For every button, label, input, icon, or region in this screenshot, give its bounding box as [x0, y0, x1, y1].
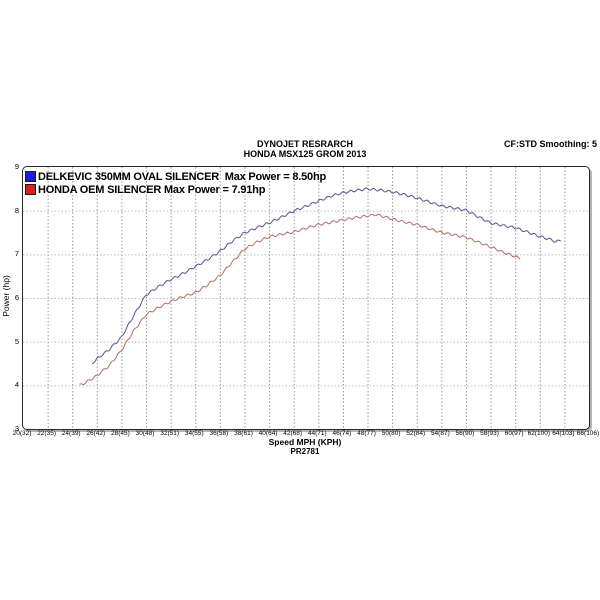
x-tick-label: 58(93): [480, 430, 499, 437]
x-tick-label: 42(68): [283, 430, 303, 437]
x-tick-label: 22(35): [37, 430, 56, 437]
plot-svg: [23, 167, 589, 429]
legend-item: DELKEVIC 350MM OVAL SILENCER Max Power =…: [25, 170, 326, 183]
y-tick-label: 3: [14, 424, 19, 433]
y-tick-label: 5: [14, 336, 19, 346]
x-tick-label: 44(71): [307, 430, 327, 437]
y-tick-label: 6: [14, 293, 19, 302]
legend-label: DELKEVIC 350MM OVAL SILENCER Max Power =…: [38, 170, 326, 183]
legend-swatch-icon: [25, 184, 36, 195]
x-tick-label: 24(39): [61, 430, 81, 437]
x-tick-label: 40(64): [258, 430, 278, 437]
y-tick-label: 7: [14, 249, 19, 259]
smoothing-label: CF:STD Smoothing: 5: [504, 139, 597, 149]
x-tick-label: 36(58): [209, 430, 229, 437]
plot-area: DELKEVIC 350MM OVAL SILENCER Max Power =…: [22, 166, 590, 430]
x-axis-title: Speed MPH (KPH): [268, 437, 342, 447]
curve-honda-oem-silencer: [79, 213, 521, 386]
x-tick-label: 46(74): [332, 430, 352, 437]
x-tick-label: 52(84): [406, 430, 426, 437]
y-tick-label: 4: [14, 380, 19, 390]
x-tick-label: 28(45): [111, 430, 130, 437]
x-tick-label: 62(100): [527, 430, 550, 437]
x-tick-label: 26(42): [86, 430, 106, 437]
x-tick-label: 64(103): [552, 430, 575, 437]
chart-subtitle: HONDA MSX125 GROM 2013: [243, 149, 367, 159]
x-tick-label: 30(48): [135, 430, 155, 437]
y-tick-label: 8: [14, 205, 19, 215]
x-tick-label: 66(106): [576, 430, 600, 437]
run-id-label: PR2781: [290, 447, 320, 456]
x-tick-label: 60(97): [504, 430, 524, 437]
legend-swatch-icon: [25, 171, 36, 182]
x-tick-label: 34(55): [184, 430, 204, 437]
legend-label: HONDA OEM SILENCER Max Power = 7.91hp: [38, 183, 266, 196]
legend: DELKEVIC 350MM OVAL SILENCER Max Power =…: [25, 170, 326, 196]
chart-title: DYNOJET RESRARCH: [256, 139, 353, 149]
legend-item: HONDA OEM SILENCER Max Power = 7.91hp: [25, 183, 326, 196]
curve-delkevic-350mm-oval-silencer: [91, 187, 561, 364]
y-tick-label: 9: [14, 162, 19, 171]
x-tick-label: 56(90): [455, 430, 475, 437]
x-tick-label: 32(51): [160, 430, 180, 437]
x-tick-label: 48(77): [357, 430, 376, 437]
y-axis-title: Power (hp): [1, 275, 11, 317]
x-tick-label: 20(32): [12, 430, 32, 437]
x-tick-label: 54(87): [430, 430, 450, 437]
x-tick-label: 38(61): [234, 430, 253, 437]
x-tick-label: 50(80): [381, 430, 401, 437]
